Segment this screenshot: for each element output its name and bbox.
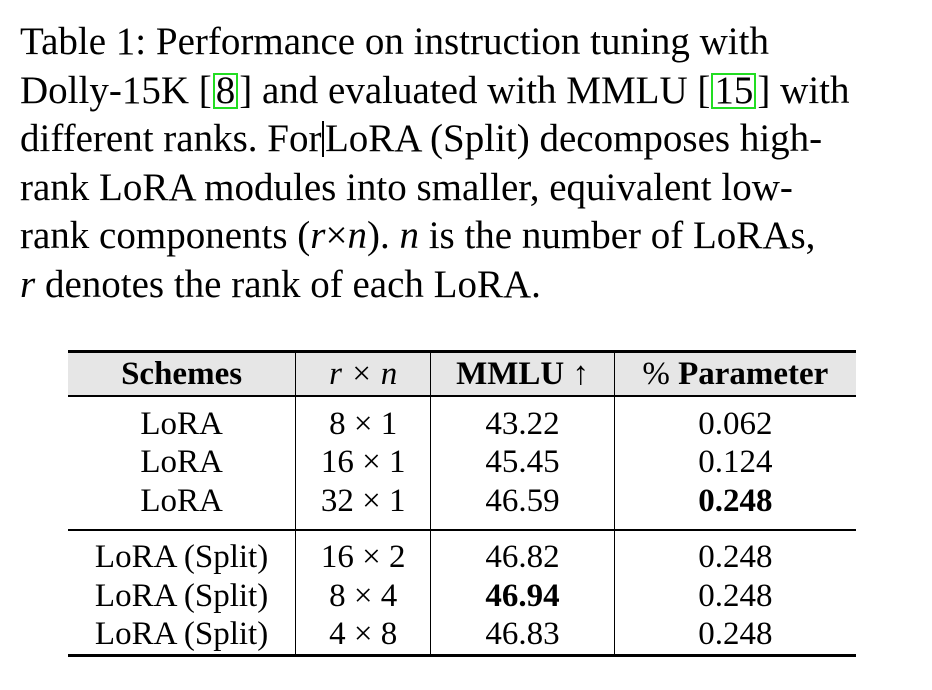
cell-rxn: 16 × 2 (295, 538, 432, 577)
table-caption: Table 1: Performance on instruction tuni… (20, 18, 920, 309)
spacer-row (68, 529, 856, 539)
cell-scheme: LoRA (Split) (68, 577, 297, 616)
spacer-row (68, 396, 856, 405)
cell-mmlu: 46.59 (430, 482, 615, 521)
cell-scheme: LoRA (Split) (68, 615, 297, 656)
table-row: LoRA (Split) 8 × 4 46.94 0.248 (68, 577, 856, 616)
cell-scheme: LoRA (Split) (68, 538, 297, 577)
cell-rxn: 8 × 4 (295, 577, 432, 616)
cell-param-best: 0.248 (698, 482, 773, 519)
math-var-r: r (20, 262, 36, 306)
cell-param: 0.124 (698, 444, 773, 481)
caption-line-1: Table 1: Performance on instruction tuni… (20, 20, 769, 63)
table-row: LoRA 8 × 1 43.22 0.062 (68, 405, 856, 444)
math-var-n: n (347, 214, 367, 257)
caption-text: denotes the rank of each LoRA. (35, 262, 541, 306)
cell-mmlu-best: 46.94 (430, 577, 615, 616)
cell-mmlu: 43.22 (430, 405, 615, 444)
caption-line-6: r denotes the rank of each LoRA. (20, 261, 920, 310)
math-var-r: r (310, 214, 326, 257)
bracket-close: ] (239, 68, 253, 112)
cell-scheme: LoRA (68, 482, 297, 521)
table-row: LoRA 32 × 1 46.59 0.248 (68, 482, 856, 521)
caption-text: rank components ( (20, 214, 311, 257)
caption-text: Dolly-15K (20, 68, 199, 112)
cell-rxn: 32 × 1 (295, 482, 432, 521)
results-table: Schemes r × n MMLU ↑ % Parameter LoRA 8 … (68, 350, 856, 657)
bracket-close: ] (757, 68, 771, 112)
caption-line-2: Dolly-15K [8] and evaluated with MMLU [1… (20, 67, 920, 116)
header-rxn: r × n (295, 351, 432, 396)
header-parameter: % Parameter (614, 351, 856, 396)
caption-text: and evaluated with MMLU (252, 68, 698, 112)
table-row: LoRA (Split) 16 × 2 46.82 0.248 (68, 538, 856, 577)
cell-mmlu: 46.83 (430, 615, 615, 656)
caption-text: is the number of LoRAs, (418, 214, 816, 257)
math-var-n: n (399, 214, 419, 257)
caption-line-3: different ranks. ForLoRA (Split) decompo… (20, 115, 920, 164)
caption-text: with (770, 68, 850, 112)
table-header-row: Schemes r × n MMLU ↑ % Parameter (68, 351, 856, 396)
cell-param: 0.248 (698, 539, 773, 576)
cell-scheme: LoRA (68, 405, 297, 444)
results-table-wrapper: Schemes r × n MMLU ↑ % Parameter LoRA 8 … (68, 350, 856, 657)
percent-sign: % (642, 355, 670, 392)
bracket-open: [ (198, 68, 212, 112)
text-cursor (322, 121, 324, 157)
cell-mmlu: 46.82 (430, 538, 615, 577)
cell-param: 0.248 (698, 616, 773, 653)
header-mmlu: MMLU ↑ (430, 351, 615, 396)
citation-link-8[interactable]: 8 (212, 71, 239, 110)
cell-scheme: LoRA (68, 443, 297, 482)
header-schemes: Schemes (68, 351, 297, 396)
table-row: LoRA (Split) 4 × 8 46.83 0.248 (68, 615, 856, 656)
citation-link-15[interactable]: 15 (711, 71, 757, 110)
cell-rxn: 4 × 8 (295, 615, 432, 656)
cell-rxn: 16 × 1 (295, 443, 432, 482)
cell-rxn: 8 × 1 (295, 405, 432, 444)
caption-line-4: rank LoRA modules into smaller, equivale… (20, 165, 793, 209)
caption-line-5: rank components (r×n). n is the number o… (20, 212, 920, 261)
spacer-row (68, 520, 856, 530)
bracket-open: [ (697, 68, 711, 112)
caption-text: LoRA (Split) decomposes high- (324, 117, 823, 160)
cell-param: 0.248 (698, 577, 773, 614)
caption-text: different ranks. For (20, 117, 322, 160)
caption-text: ). (366, 214, 400, 257)
math-times: × (325, 214, 348, 257)
header-parameter-label: Parameter (669, 355, 829, 392)
cell-param: 0.062 (698, 405, 773, 442)
cell-mmlu: 45.45 (430, 443, 615, 482)
table-row: LoRA 16 × 1 45.45 0.124 (68, 443, 856, 482)
